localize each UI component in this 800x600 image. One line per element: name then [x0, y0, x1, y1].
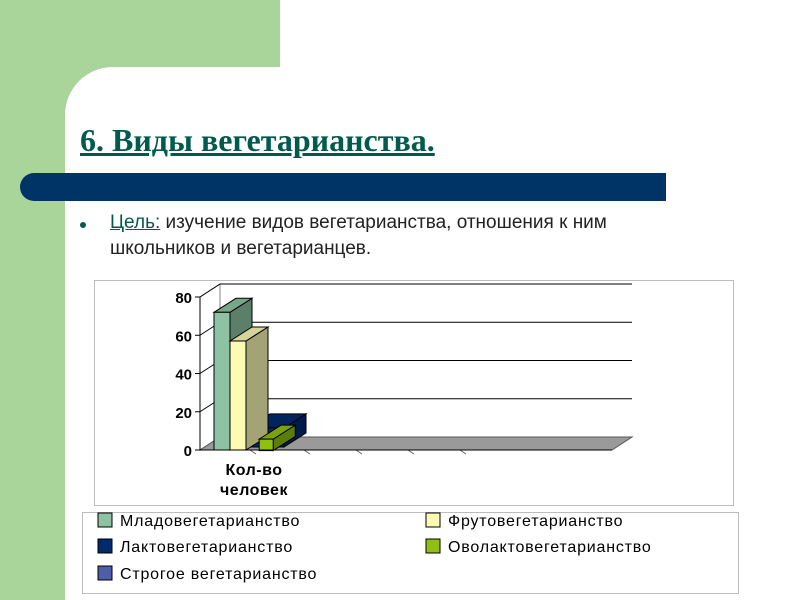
- gridline-side: [199, 283, 221, 298]
- legend-label: Строгое вегетарианство: [120, 566, 317, 583]
- bar-Оволактовегетарианство: [258, 438, 274, 452]
- chart-axis: 0 20 40 60 80 Кол-во человек: [175, 290, 612, 499]
- chart-legend: Младовегетарианство Фрутовегетарианство Ла…: [97, 512, 652, 583]
- bullet-label: Цель:: [110, 212, 161, 233]
- y-tick-label: 80: [175, 290, 192, 307]
- legend-label: Фрутовегетарианство: [448, 513, 623, 530]
- y-tick-label: 60: [175, 328, 192, 345]
- floor-tick: [249, 449, 257, 455]
- legend-swatch: [425, 538, 441, 554]
- legend-swatch: [425, 512, 441, 528]
- legend-frame: [82, 512, 739, 594]
- chart-bars: [212, 297, 308, 452]
- bullet-body: изучение видов вегетарианства, отношения…: [110, 212, 607, 259]
- slide-title: 6. Виды вегетарианства.: [80, 122, 435, 158]
- legend-label: Лактовегетарианство: [120, 539, 293, 556]
- title-underline-bar: [20, 173, 666, 201]
- y-tick-label: 0: [184, 443, 192, 460]
- y-tick-label: 20: [175, 405, 192, 422]
- background-green-strip: [0, 0, 280, 68]
- bar-side-Фрутовегетарианство: [245, 326, 269, 451]
- floor-tick: [459, 449, 467, 455]
- legend-label: Оволактовегетарианство: [448, 539, 652, 556]
- legend-label: Младовегетарианство: [120, 513, 300, 530]
- y-tick-label: 40: [175, 367, 192, 384]
- floor-tick: [303, 449, 311, 455]
- bullet-dot: [80, 222, 86, 228]
- chart-gridlines: [199, 283, 632, 413]
- bar-Фрутовегетарианство: [229, 340, 247, 451]
- legend-swatch: [97, 512, 113, 528]
- bullet-item: Цель: изучение видов вегетарианства, отн…: [110, 210, 710, 262]
- floor-tick: [407, 449, 415, 455]
- x-category-label: Кол-во: [225, 462, 282, 479]
- floor-tick: [355, 449, 363, 455]
- bar-Младовегетарианство: [213, 311, 231, 451]
- legend-swatch: [97, 565, 113, 581]
- legend-swatch: [97, 538, 113, 554]
- x-category-label: человек: [220, 482, 288, 499]
